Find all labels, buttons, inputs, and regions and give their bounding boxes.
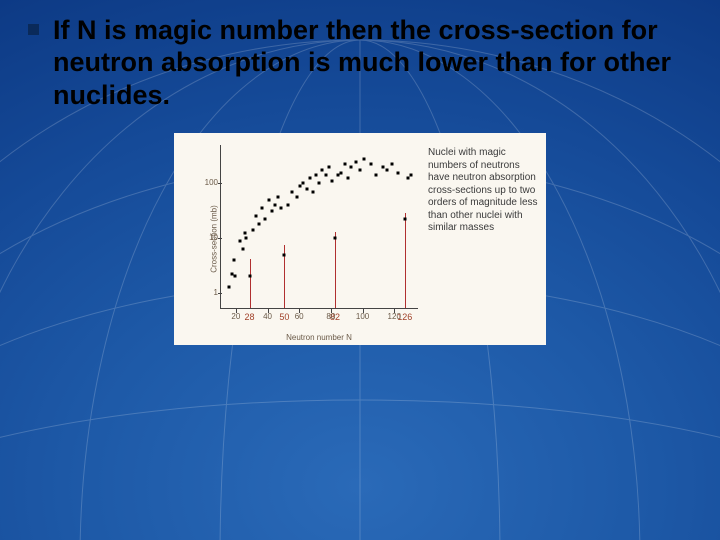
magic-number-label: 28 (244, 312, 254, 322)
cross-section-chart: Cross-section (mb) Neutron number N 2850… (174, 133, 546, 345)
data-point (270, 209, 273, 212)
data-point (354, 160, 357, 163)
data-point (232, 258, 235, 261)
data-point (375, 174, 378, 177)
x-tick-label: 80 (326, 312, 335, 321)
data-point (248, 275, 251, 278)
data-point (286, 204, 289, 207)
data-point (311, 190, 314, 193)
bullet-item: If N is magic number then the cross-sect… (28, 14, 692, 111)
data-point (359, 168, 362, 171)
data-point (330, 179, 333, 182)
data-point (264, 217, 267, 220)
magic-number-line (405, 213, 406, 309)
data-point (267, 198, 270, 201)
data-point (391, 163, 394, 166)
data-point (277, 196, 280, 199)
data-point (327, 166, 330, 169)
data-point (273, 204, 276, 207)
bullet-square-icon (28, 24, 39, 35)
plot-area: 285082126 (220, 145, 418, 309)
data-point (299, 185, 302, 188)
data-point (397, 171, 400, 174)
chart-caption: Nuclei with magic numbers of neutrons ha… (424, 133, 546, 345)
data-point (283, 253, 286, 256)
data-point (258, 223, 261, 226)
data-point (242, 248, 245, 251)
y-tick-label: 10 (188, 233, 218, 242)
data-point (324, 174, 327, 177)
data-point (234, 275, 237, 278)
data-point (302, 182, 305, 185)
data-point (308, 176, 311, 179)
x-axis-label: Neutron number N (220, 333, 418, 342)
data-point (227, 286, 230, 289)
data-point (261, 207, 264, 210)
x-tick-label: 40 (263, 312, 272, 321)
data-point (296, 196, 299, 199)
data-point (340, 171, 343, 174)
y-tick-label: 1 (188, 288, 218, 297)
data-point (386, 168, 389, 171)
x-tick-label: 120 (388, 312, 401, 321)
data-point (245, 237, 248, 240)
data-point (243, 231, 246, 234)
x-tick-label: 100 (356, 312, 369, 321)
data-point (305, 187, 308, 190)
data-point (280, 207, 283, 210)
data-point (343, 163, 346, 166)
data-point (291, 190, 294, 193)
magic-number-line (250, 259, 251, 308)
data-point (349, 166, 352, 169)
data-point (321, 168, 324, 171)
x-tick-label: 60 (295, 312, 304, 321)
magic-number-line (335, 232, 336, 309)
data-point (370, 163, 373, 166)
data-point (315, 174, 318, 177)
data-point (381, 166, 384, 169)
data-point (410, 174, 413, 177)
data-point (334, 237, 337, 240)
x-tick-label: 20 (231, 312, 240, 321)
data-point (251, 228, 254, 231)
data-point (406, 176, 409, 179)
data-point (346, 176, 349, 179)
bullet-text: If N is magic number then the cross-sect… (53, 14, 692, 111)
y-tick-label: 100 (188, 178, 218, 187)
data-point (318, 182, 321, 185)
data-point (403, 217, 406, 220)
data-point (337, 174, 340, 177)
data-point (362, 157, 365, 160)
data-point (239, 239, 242, 242)
magic-number-label: 50 (279, 312, 289, 322)
data-point (254, 215, 257, 218)
